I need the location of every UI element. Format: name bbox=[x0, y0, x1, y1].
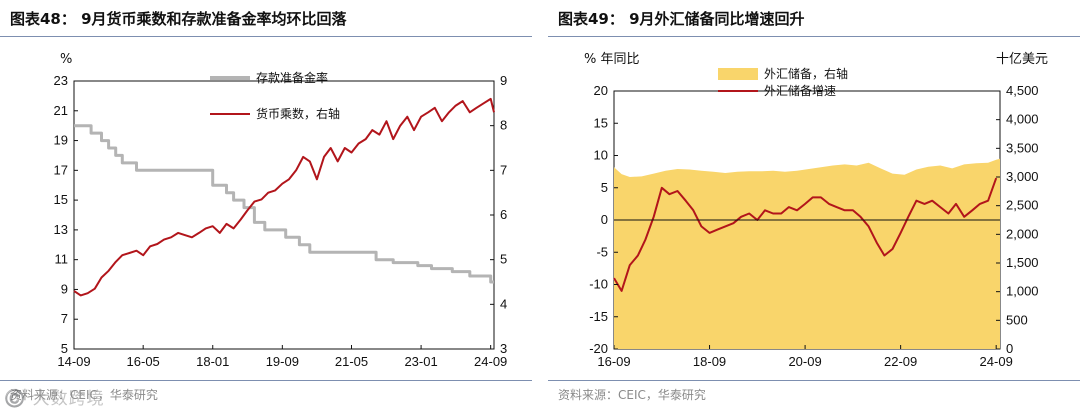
ytick-left-label: 21 bbox=[54, 103, 68, 118]
xtick-label: 14-09 bbox=[57, 354, 90, 369]
legend-label: 外汇储备增速 bbox=[764, 83, 836, 98]
ytick-right-label: 3,000 bbox=[1006, 169, 1039, 184]
series-line-1 bbox=[73, 97, 495, 297]
legend-swatch bbox=[718, 68, 758, 80]
ytick-left-label: 10 bbox=[594, 148, 608, 163]
ytick-left-label: -5 bbox=[596, 244, 608, 259]
chart-title: 图表49： 9月外汇储备同比增速回升 bbox=[558, 10, 805, 28]
xtick-label: 16-09 bbox=[597, 354, 630, 369]
chart-source: 资料来源：CEIC，华泰研究 bbox=[10, 388, 158, 402]
chart-title: 图表48： 9月货币乘数和存款准备金率均环比回落 bbox=[10, 10, 347, 28]
ytick-right-label: 4 bbox=[500, 296, 507, 311]
ytick-left-label: 9 bbox=[61, 281, 68, 296]
ytick-right-label: 4,000 bbox=[1006, 112, 1039, 127]
ytick-right-label: 8 bbox=[500, 118, 507, 133]
plot-frame bbox=[73, 80, 495, 350]
xtick-label: 16-05 bbox=[127, 354, 160, 369]
ytick-left-label: -15 bbox=[589, 309, 608, 324]
ytick-left-label: 20 bbox=[594, 83, 608, 98]
ytick-right-label: 0 bbox=[1006, 341, 1013, 356]
ytick-left-label: 15 bbox=[54, 192, 68, 207]
ytick-right-label: 1,000 bbox=[1006, 284, 1039, 299]
ylabel-left: % bbox=[60, 52, 72, 67]
ytick-right-label: 7 bbox=[500, 162, 507, 177]
ytick-right-label: 4,500 bbox=[1006, 83, 1039, 98]
ytick-right-label: 1,500 bbox=[1006, 255, 1039, 270]
ytick-left-label: -10 bbox=[589, 277, 608, 292]
chart-panel-right: 图表49： 9月外汇储备同比增速回升 -20 -15 -10 -5 0 5 10 15 20 0 5… bbox=[548, 0, 1080, 414]
legend-label: 货币乘数，右轴 bbox=[256, 106, 340, 121]
xtick-label: 19-09 bbox=[266, 354, 299, 369]
ytick-right-label: 3 bbox=[500, 341, 507, 356]
chart-svg-right: -20 -15 -10 -5 0 5 10 15 20 0 500 1,000 1,500 2,000 2,… bbox=[584, 52, 1048, 369]
ytick-left-label: 0 bbox=[601, 212, 608, 227]
ytick-left-label: 7 bbox=[61, 311, 68, 326]
ytick-left-label: 5 bbox=[601, 180, 608, 195]
chart-panel-left: 图表48： 9月货币乘数和存款准备金率均环比回落 5 7 9 11 13 15 17 19 21… bbox=[0, 0, 532, 414]
series-line-1 bbox=[613, 177, 998, 292]
source-rule bbox=[0, 380, 532, 381]
xtick-label: 23-01 bbox=[404, 354, 437, 369]
chart-svg-left: 5 7 9 11 13 15 17 19 21 23 3 4 5 6 7 8 9 14-09 16-05 18-01 1… bbox=[54, 52, 508, 369]
chart-source: 资料来源：CEIC，华泰研究 bbox=[558, 388, 706, 402]
title-rule bbox=[0, 36, 532, 37]
ytick-left-label: 13 bbox=[54, 222, 68, 237]
xtick-label: 20-09 bbox=[788, 354, 821, 369]
ytick-right-label: 3,500 bbox=[1006, 140, 1039, 155]
ytick-left-label: 5 bbox=[61, 341, 68, 356]
ytick-right-label: 2,500 bbox=[1006, 198, 1039, 213]
ytick-right-label: 5 bbox=[500, 252, 507, 267]
title-rule bbox=[548, 36, 1080, 37]
series-area-0 bbox=[614, 158, 1000, 349]
ytick-left-label: 23 bbox=[54, 73, 68, 88]
xtick-label: 18-01 bbox=[196, 354, 229, 369]
source-rule bbox=[548, 380, 1080, 381]
ytick-left-label: 17 bbox=[54, 162, 68, 177]
series-line-0 bbox=[74, 124, 494, 284]
ytick-right-label: 500 bbox=[1006, 312, 1028, 327]
xtick-label: 24-09 bbox=[474, 354, 507, 369]
ylabel-left: % 年同比 bbox=[584, 52, 640, 67]
ytick-left-label: 15 bbox=[594, 115, 608, 130]
ytick-right-label: 6 bbox=[500, 207, 507, 222]
ytick-left-label: 11 bbox=[55, 252, 69, 267]
legend-label: 存款准备金率 bbox=[256, 70, 328, 85]
xtick-label: 22-09 bbox=[884, 354, 917, 369]
watermark: ©️ 大数跨境 bbox=[4, 389, 105, 409]
ytick-right-label: 9 bbox=[500, 73, 507, 88]
ytick-right-label: 2,000 bbox=[1006, 226, 1039, 241]
ylabel-right: 十亿美元 bbox=[996, 52, 1048, 67]
xtick-label: 24-09 bbox=[980, 354, 1013, 369]
legend-label: 外汇储备，右轴 bbox=[764, 66, 848, 81]
xtick-label: 18-09 bbox=[693, 354, 726, 369]
ytick-left-label: -20 bbox=[589, 341, 608, 356]
ytick-left-label: 19 bbox=[54, 133, 68, 148]
xtick-label: 21-05 bbox=[335, 354, 368, 369]
